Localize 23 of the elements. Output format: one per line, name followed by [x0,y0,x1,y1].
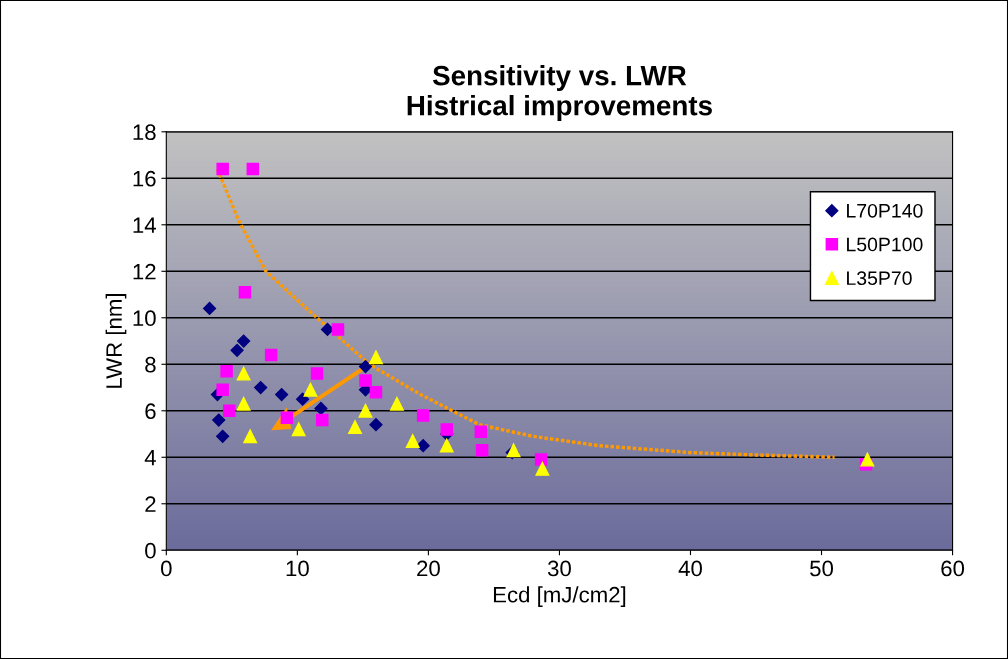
y-tick-label: 14 [133,217,156,233]
legend-label: L35P70 [847,271,912,286]
legend-label: L50P100 [847,237,923,252]
chart-title: Sensitivity vs. LWR Histrical improvements [407,65,712,121]
y-tick-label: 8 [145,356,156,373]
y-tick-label: 2 [145,496,156,512]
x-tick-label: 30 [547,560,571,577]
y-tick-label: 0 [145,542,156,559]
x-tick-label: 0 [161,560,172,577]
y-tick-label: 10 [133,310,156,327]
y-tick-label: 12 [133,263,156,280]
x-tick-label: 20 [417,560,440,577]
y-tick-label: 6 [145,403,156,420]
x-tick-label: 60 [941,560,965,577]
y-tick-label: 18 [133,124,156,141]
x-tick-label: 50 [810,560,834,577]
y-tick-label: 4 [144,450,156,466]
x-tick-label: 40 [678,560,702,577]
y-tick-label: 16 [133,170,156,187]
y-axis-title: LWR [nm] [105,294,127,388]
x-axis-title: Ecd [mJ/cm2] [493,586,626,607]
legend-label: L70P140 [847,203,923,218]
x-tick-label: 10 [286,560,309,577]
